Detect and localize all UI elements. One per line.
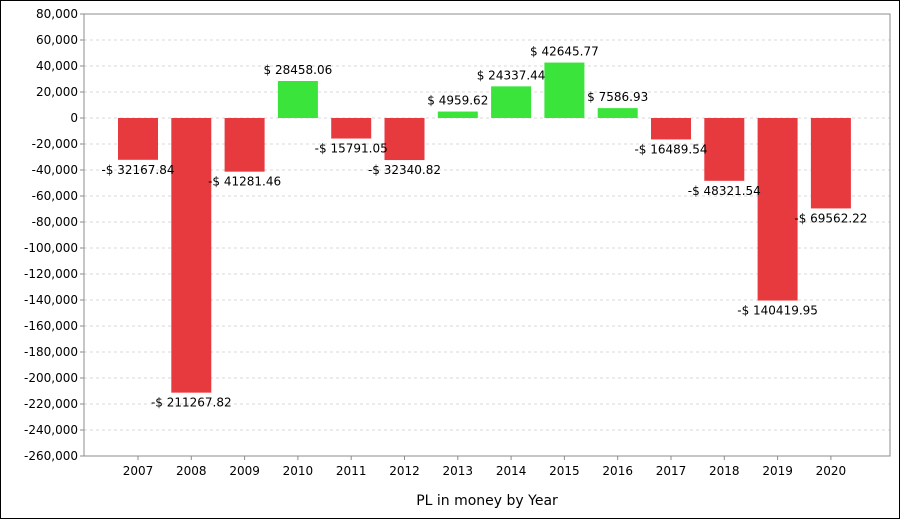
data-label-2016: $ 7586.93 bbox=[587, 90, 648, 104]
bar-2007 bbox=[118, 118, 158, 160]
x-tick-label: 2009 bbox=[229, 464, 260, 478]
y-tick-label: -160,000 bbox=[24, 319, 78, 333]
y-tick-label: 60,000 bbox=[36, 33, 78, 47]
y-tick-label: 40,000 bbox=[36, 59, 78, 73]
y-tick-label: 0 bbox=[70, 111, 78, 125]
bar-2008 bbox=[171, 118, 212, 393]
data-label-2019: -$ 140419.95 bbox=[737, 304, 818, 318]
data-label-2007: -$ 32167.84 bbox=[101, 163, 174, 177]
bar-2020 bbox=[810, 118, 851, 209]
y-tick-label: -240,000 bbox=[24, 423, 78, 437]
y-tick-label: -180,000 bbox=[24, 345, 78, 359]
data-label-2018: -$ 48321.54 bbox=[688, 184, 761, 198]
x-tick-label: 2008 bbox=[176, 464, 207, 478]
y-tick-label: 20,000 bbox=[36, 85, 78, 99]
x-tick-label: 2010 bbox=[283, 464, 314, 478]
data-labels: -$ 32167.84 -$ 211267.82 -$ 41281.46 $ 2845… bbox=[101, 45, 867, 410]
bar-2016 bbox=[597, 108, 638, 118]
y-axis-ticks: -260,000 -240,000 -220,000 -200,000 -180,000… bbox=[24, 7, 84, 463]
data-label-2012: -$ 32340.82 bbox=[368, 163, 441, 177]
bar-2011 bbox=[331, 118, 372, 139]
data-label-2008: -$ 211267.82 bbox=[151, 396, 232, 410]
bar-2012 bbox=[384, 118, 425, 161]
y-tick-label: -80,000 bbox=[32, 215, 78, 229]
y-tick-label: -220,000 bbox=[24, 397, 78, 411]
data-label-2015: $ 42645.77 bbox=[530, 45, 599, 59]
x-tick-label: 2019 bbox=[762, 464, 793, 478]
bar-2009 bbox=[224, 118, 265, 172]
plot-area bbox=[83, 13, 891, 457]
y-tick-label: -40,000 bbox=[32, 163, 78, 177]
bar-2014 bbox=[491, 86, 532, 118]
bars bbox=[118, 62, 851, 393]
x-tick-label: 2015 bbox=[549, 464, 580, 478]
y-tick-label: -20,000 bbox=[32, 137, 78, 151]
y-tick-label: -100,000 bbox=[24, 241, 78, 255]
x-tick-label: 2007 bbox=[123, 464, 154, 478]
bar-2018 bbox=[704, 118, 745, 181]
data-label-2010: $ 28458.06 bbox=[264, 63, 333, 77]
x-axis-title: PL in money by Year bbox=[416, 493, 558, 509]
y-tick-label: 80,000 bbox=[36, 7, 78, 21]
x-tick-label: 2011 bbox=[336, 464, 367, 478]
y-tick-label: -140,000 bbox=[24, 293, 78, 307]
x-tick-label: 2013 bbox=[443, 464, 474, 478]
x-tick-label: 2020 bbox=[816, 464, 847, 478]
x-tick-label: 2017 bbox=[656, 464, 687, 478]
x-axis-ticks: 2007 2008 2009 2010 2011 2012 2013 2014 2015 2016… bbox=[123, 456, 846, 478]
data-label-2020: -$ 69562.22 bbox=[794, 211, 867, 225]
data-label-2009: -$ 41281.46 bbox=[208, 175, 281, 189]
bar-2015 bbox=[544, 62, 585, 118]
y-tick-label: -60,000 bbox=[32, 189, 78, 203]
data-label-2011: -$ 15791.05 bbox=[315, 142, 388, 156]
bar-2017 bbox=[651, 118, 691, 140]
bar-2019 bbox=[757, 118, 798, 301]
x-tick-label: 2018 bbox=[709, 464, 740, 478]
data-label-2017: -$ 16489.54 bbox=[634, 142, 707, 156]
data-label-2013: $ 4959.62 bbox=[427, 94, 488, 108]
data-label-2014: $ 24337.44 bbox=[477, 68, 546, 82]
x-tick-label: 2016 bbox=[602, 464, 633, 478]
x-tick-label: 2012 bbox=[389, 464, 420, 478]
y-tick-label: -120,000 bbox=[24, 267, 78, 281]
bar-2013 bbox=[437, 111, 478, 118]
bar-2010 bbox=[277, 81, 318, 118]
x-tick-label: 2014 bbox=[496, 464, 527, 478]
y-tick-label: -260,000 bbox=[24, 449, 78, 463]
y-tick-label: -200,000 bbox=[24, 371, 78, 385]
